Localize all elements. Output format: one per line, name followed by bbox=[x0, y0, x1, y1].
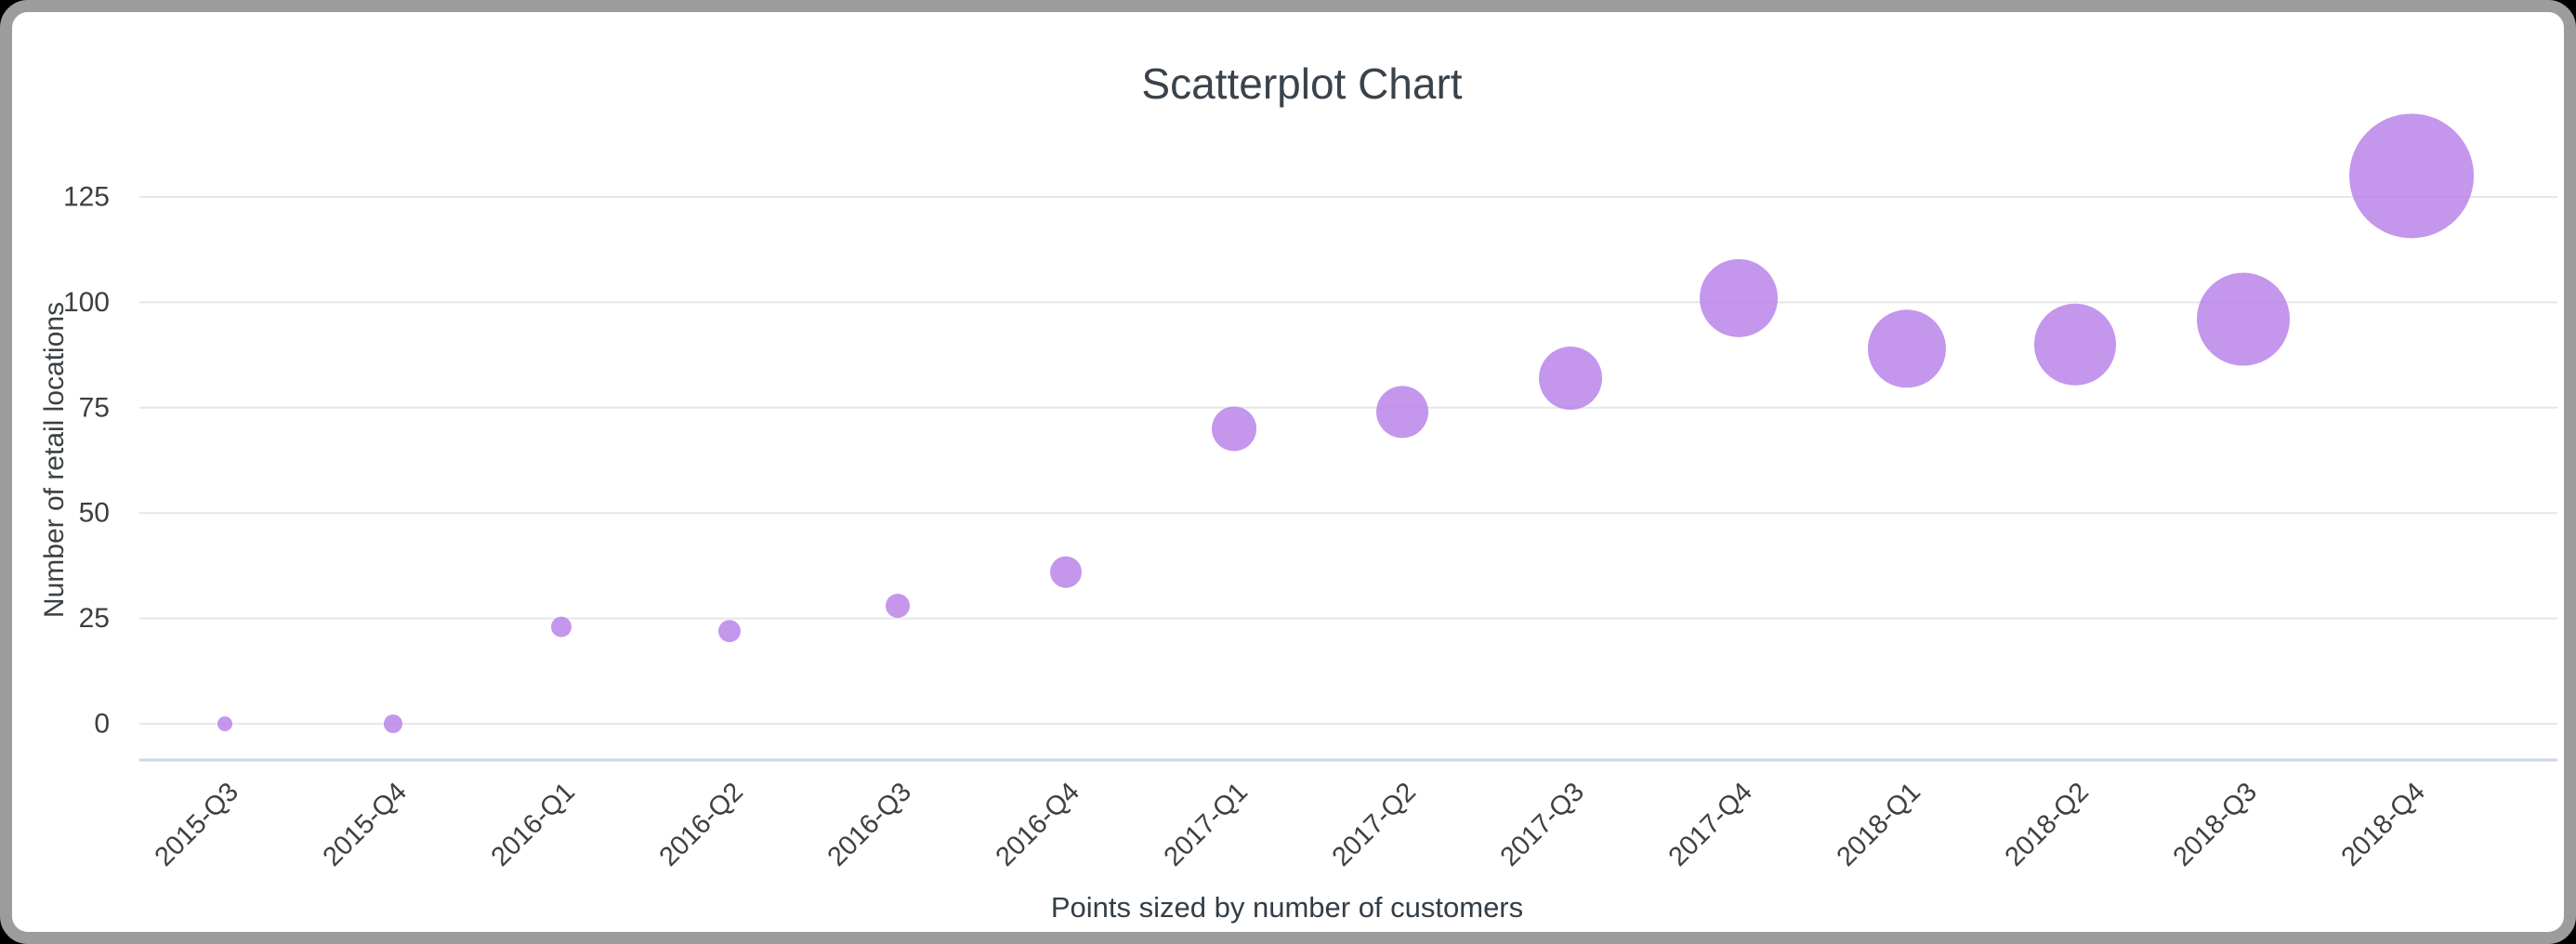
data-point[interactable] bbox=[2034, 303, 2116, 386]
data-point[interactable] bbox=[1212, 406, 1256, 452]
y-axis-title: Number of retail locations bbox=[39, 301, 70, 619]
y-tick-label: 25 bbox=[79, 603, 110, 634]
x-category-label: 2016-Q2 bbox=[654, 777, 749, 872]
data-point[interactable] bbox=[551, 616, 572, 637]
data-point[interactable] bbox=[1700, 258, 1778, 337]
x-category-label: 2015-Q3 bbox=[150, 777, 244, 872]
y-tick-label: 0 bbox=[94, 709, 110, 740]
data-point[interactable] bbox=[1539, 347, 1602, 411]
x-category-label: 2017-Q4 bbox=[1663, 777, 1758, 872]
x-category-label: 2015-Q4 bbox=[318, 777, 413, 872]
y-tick-label: 75 bbox=[79, 392, 110, 423]
y-tick-label: 125 bbox=[63, 182, 110, 213]
x-category-label: 2017-Q2 bbox=[1327, 777, 1422, 872]
data-point[interactable] bbox=[384, 715, 402, 733]
x-category-label: 2016-Q4 bbox=[991, 777, 1085, 872]
data-point[interactable] bbox=[1376, 386, 1428, 439]
x-category-label: 2017-Q1 bbox=[1159, 777, 1254, 872]
data-point[interactable] bbox=[1050, 556, 1082, 588]
x-category-label: 2018-Q1 bbox=[1832, 777, 1926, 872]
y-tick-label: 100 bbox=[63, 287, 110, 318]
data-point[interactable] bbox=[718, 620, 741, 643]
x-category-label: 2018-Q3 bbox=[2168, 777, 2263, 872]
data-point[interactable] bbox=[886, 593, 910, 618]
x-category-label: 2018-Q4 bbox=[2336, 777, 2431, 872]
data-point[interactable] bbox=[217, 716, 232, 731]
data-point[interactable] bbox=[1868, 309, 1946, 388]
x-category-label: 2017-Q3 bbox=[1495, 777, 1590, 872]
size-legend-caption: Points sized by number of customers bbox=[1050, 891, 1524, 924]
data-point[interactable] bbox=[2197, 272, 2290, 366]
scatterplot-canvas: 0 25 50 75 100 125 2015-Q3 2015-Q4 2016-Q1 2016-Q… bbox=[63, 113, 2557, 872]
chart-title: Scatterplot Chart bbox=[1141, 59, 1463, 108]
x-category-label: 2016-Q3 bbox=[822, 777, 917, 872]
y-tick-label: 50 bbox=[79, 498, 110, 529]
x-category-label: 2018-Q2 bbox=[2000, 777, 2095, 872]
data-point[interactable] bbox=[2349, 113, 2474, 239]
x-category-label: 2016-Q1 bbox=[486, 777, 581, 872]
